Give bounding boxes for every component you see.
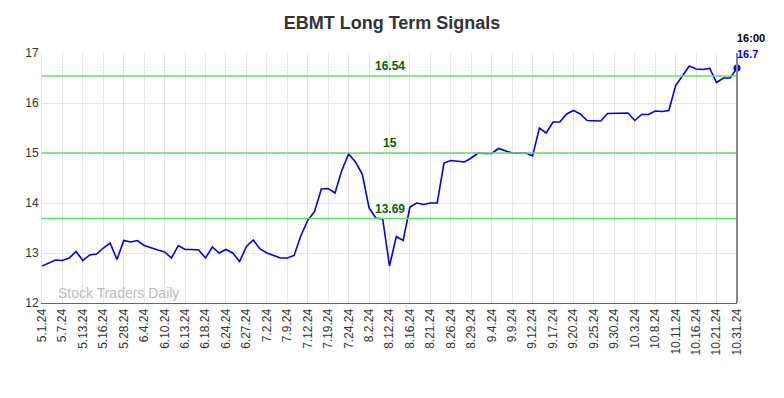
svg-text:13.69: 13.69 [375,202,405,216]
svg-text:6.13.24: 6.13.24 [178,308,192,348]
svg-text:EBMT Long Term Signals: EBMT Long Term Signals [284,13,501,33]
svg-text:15: 15 [25,146,39,160]
svg-text:6.18.24: 6.18.24 [198,308,212,348]
svg-text:10.3.24: 10.3.24 [628,308,642,348]
svg-text:6.10.24: 6.10.24 [158,308,172,348]
svg-text:8.16.24: 8.16.24 [403,308,417,348]
svg-text:7.24.24: 7.24.24 [342,308,356,348]
svg-text:8.29.24: 8.29.24 [464,308,478,348]
svg-text:6.27.24: 6.27.24 [239,308,253,348]
svg-text:9.25.24: 9.25.24 [587,308,601,348]
svg-text:16.7: 16.7 [737,48,758,60]
svg-text:5.16.24: 5.16.24 [96,308,110,348]
svg-text:6.4.24: 6.4.24 [137,308,151,342]
svg-text:9.30.24: 9.30.24 [607,308,621,348]
svg-text:16:00: 16:00 [737,32,765,44]
svg-text:8.12.24: 8.12.24 [382,308,396,348]
svg-text:9.4.24: 9.4.24 [485,308,499,342]
svg-text:Stock Traders Daily: Stock Traders Daily [58,285,179,301]
svg-text:6.24.24: 6.24.24 [219,308,233,348]
svg-text:17: 17 [25,46,39,60]
svg-text:8.26.24: 8.26.24 [444,308,458,348]
svg-text:7.9.24: 7.9.24 [280,308,294,342]
svg-text:12: 12 [25,296,39,310]
svg-text:10.8.24: 10.8.24 [648,308,662,348]
svg-text:8.21.24: 8.21.24 [423,308,437,348]
svg-text:8.2.24: 8.2.24 [362,308,376,342]
svg-text:16.54: 16.54 [375,59,405,73]
svg-text:10.16.24: 10.16.24 [689,308,703,355]
svg-text:16: 16 [25,96,39,110]
svg-text:9.20.24: 9.20.24 [566,308,580,348]
svg-text:9.12.24: 9.12.24 [525,308,539,348]
svg-text:7.19.24: 7.19.24 [321,308,335,348]
svg-text:7.2.24: 7.2.24 [260,308,274,342]
svg-text:15: 15 [383,136,397,150]
svg-text:5.7.24: 5.7.24 [55,308,69,342]
svg-text:14: 14 [25,196,39,210]
svg-text:10.11.24: 10.11.24 [669,308,683,354]
svg-text:7.12.24: 7.12.24 [301,308,315,348]
svg-text:10.31.24: 10.31.24 [730,308,744,355]
svg-text:10.21.24: 10.21.24 [709,308,723,355]
svg-text:5.1.24: 5.1.24 [35,308,49,342]
svg-text:9.9.24: 9.9.24 [505,308,519,342]
svg-text:5.28.24: 5.28.24 [117,308,131,348]
svg-text:9.17.24: 9.17.24 [546,308,560,348]
svg-text:13: 13 [25,246,39,260]
svg-text:5.13.24: 5.13.24 [76,308,90,348]
